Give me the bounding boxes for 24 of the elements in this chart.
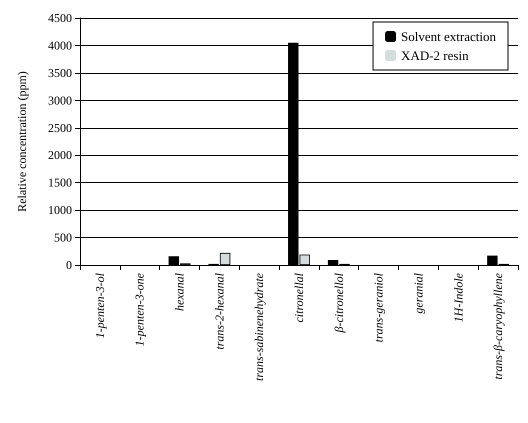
x-tick-label: trans-β-caryophyllene [491, 272, 506, 380]
x-tick-label: 1H-Indole [451, 272, 466, 322]
x-tick-label: 1-penten-3-one [132, 272, 147, 346]
y-tick-label: 1000 [48, 203, 72, 218]
legend-label: Solvent extraction [401, 29, 496, 44]
y-tick-label: 3000 [48, 93, 72, 108]
y-tick-label: 2000 [48, 148, 72, 162]
y-tick-label: 4500 [48, 11, 72, 25]
y-tick-label: 0 [66, 258, 72, 272]
x-tick-label: trans-geraniol [372, 272, 386, 342]
x-tick-label: hexanal [172, 272, 187, 311]
x-tick-label: β-citronellol [332, 272, 346, 334]
y-tick-label: 2500 [48, 120, 72, 135]
y-tick-label: 4000 [48, 38, 72, 52]
y-tick-label: 500 [54, 230, 72, 245]
y-tick-label: 1500 [48, 176, 72, 190]
y-tick-label: 3500 [48, 66, 72, 80]
legend-label: XAD-2 resin [401, 48, 470, 63]
x-tick-label: trans-sabinenehydrate [252, 272, 266, 381]
x-tick-label: 1-penten-3-ol [92, 272, 107, 338]
y-axis-title: Relative concentration (ppm) [15, 71, 29, 212]
x-tick-label: geranial [411, 272, 426, 314]
x-tick-label: citronellal [292, 272, 306, 323]
x-tick-label: trans-2-hexanal [212, 272, 226, 350]
